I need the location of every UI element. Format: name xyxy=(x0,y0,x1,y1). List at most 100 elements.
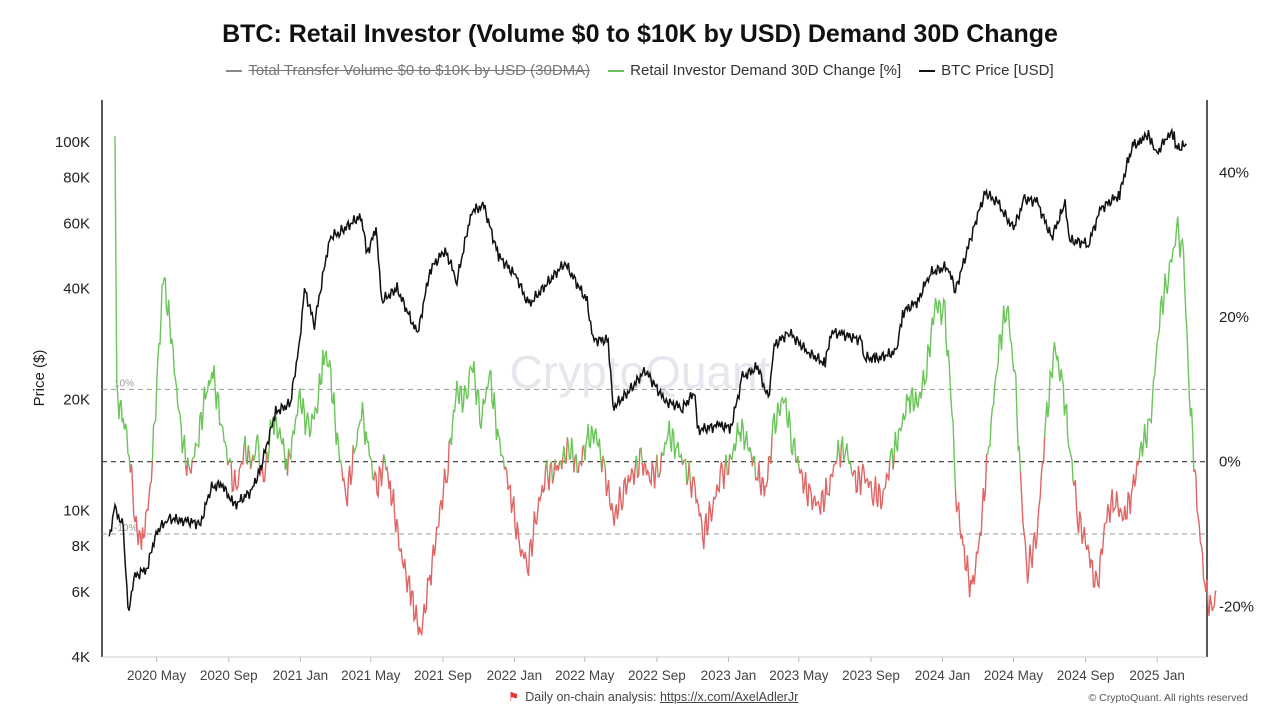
demand-segment-39 xyxy=(573,457,576,473)
demand-segment-8 xyxy=(228,457,232,464)
y-right-tick-label-0: 40% xyxy=(1219,164,1249,181)
demand-segment-45 xyxy=(601,455,604,473)
demand-segment-12 xyxy=(247,445,252,470)
y-left-tick-label-3: 10K xyxy=(63,502,90,519)
demand-segment-54 xyxy=(660,420,684,465)
demand-segment-59 xyxy=(689,454,727,550)
flag-icon: ⚑ xyxy=(508,690,520,704)
y-right-tick-label-1: 20% xyxy=(1219,309,1249,326)
demand-segment-13 xyxy=(249,454,254,470)
demand-segment-24 xyxy=(383,454,387,471)
demand-segment-74 xyxy=(840,436,850,465)
demand-segment-0 xyxy=(114,136,131,473)
demand-segment-47 xyxy=(604,455,638,527)
demand-segment-21 xyxy=(341,445,354,507)
legend-item-retail-demand[interactable]: Retail Investor Demand 30D Change [%] xyxy=(608,62,901,79)
demand-segment-49 xyxy=(636,448,641,479)
x-tick-label-9: 2023 May xyxy=(769,668,829,683)
reference-label-0: 10% xyxy=(114,378,134,389)
x-tick-label-10: 2023 Sep xyxy=(842,668,900,683)
demand-segment-60 xyxy=(725,454,728,475)
x-tick-label-7: 2022 Sep xyxy=(628,668,686,683)
y-left-tick-label-7: 80K xyxy=(63,170,90,187)
y-right-tick-label-3: -20% xyxy=(1219,598,1254,615)
x-tick-label-0: 2020 May xyxy=(127,668,187,683)
demand-segment-84 xyxy=(1043,342,1074,482)
y-left-tick-label-1: 6K xyxy=(72,584,90,601)
legend-item-transfer-volume[interactable]: Total Transfer Volume $0 to $10K by USD … xyxy=(226,62,590,79)
demand-segment-64 xyxy=(753,455,757,481)
footer-link[interactable]: https://x.com/AxelAdlerJr xyxy=(660,690,799,704)
demand-segment-83 xyxy=(1019,436,1046,584)
demand-segment-56 xyxy=(684,458,688,486)
demand-segment-2 xyxy=(151,277,187,466)
legend-label-retail-demand: Retail Investor Demand 30D Change [%] xyxy=(630,62,902,79)
demand-segment-72 xyxy=(836,439,841,468)
demand-segment-37 xyxy=(564,437,568,464)
chart-title: BTC: Retail Investor (Volume $0 to $10K … xyxy=(222,20,1058,48)
y-left-tick-label-2: 8K xyxy=(72,538,90,555)
demand-segment-26 xyxy=(448,361,506,470)
demand-segment-80 xyxy=(893,296,957,489)
demand-segment-6 xyxy=(191,365,229,466)
demand-segment-9 xyxy=(230,446,245,493)
demand-segment-3 xyxy=(184,457,189,476)
demand-segment-79 xyxy=(892,454,895,470)
y-left-tick-label-4: 20K xyxy=(63,391,90,408)
demand-segment-14 xyxy=(252,434,261,477)
demand-segment-61 xyxy=(727,453,731,476)
x-tick-label-4: 2021 Sep xyxy=(414,668,472,683)
demand-segment-43 xyxy=(579,446,584,468)
demand-segment-73 xyxy=(839,444,843,468)
demand-segment-10 xyxy=(243,435,248,465)
demand-segment-23 xyxy=(372,454,385,499)
btc-price-line xyxy=(108,127,1188,611)
y-left-tick-label-8: 100K xyxy=(55,134,90,151)
demand-segment-65 xyxy=(754,456,770,497)
demand-segment-15 xyxy=(259,451,268,483)
demand-segment-19 xyxy=(286,448,290,476)
demand-segment-77 xyxy=(850,459,891,510)
demand-segment-62 xyxy=(728,418,753,467)
watermark: CryptoQuant xyxy=(510,346,771,398)
legend-swatch-btc-price xyxy=(919,69,936,72)
demand-segment-82 xyxy=(986,305,1022,473)
demand-segment-35 xyxy=(561,457,564,470)
x-tick-label-14: 2025 Jan xyxy=(1129,668,1185,683)
demand-segment-52 xyxy=(656,454,659,478)
x-tick-label-3: 2021 May xyxy=(341,668,401,683)
demand-segment-22 xyxy=(352,402,374,479)
demand-segment-46 xyxy=(602,455,606,469)
legend-swatch-retail-demand xyxy=(608,69,625,72)
x-tick-label-8: 2023 Jan xyxy=(701,668,757,683)
legend-item-btc-price[interactable]: BTC Price [USD] xyxy=(919,62,1054,79)
demand-segment-87 xyxy=(1193,468,1217,616)
demand-segment-50 xyxy=(639,447,643,464)
demand-segment-71 xyxy=(798,459,838,515)
demand-segment-53 xyxy=(657,451,663,478)
demand-segment-55 xyxy=(681,459,686,466)
demand-segment-51 xyxy=(641,454,658,489)
legend-label-transfer-volume: Total Transfer Volume $0 to $10K by USD … xyxy=(248,62,591,79)
y-left-tick-label-5: 40K xyxy=(63,281,90,298)
demand-segment-1 xyxy=(129,460,154,550)
demand-segment-44 xyxy=(582,423,603,473)
demand-segment-68 xyxy=(771,396,798,464)
demand-segment-41 xyxy=(576,460,581,474)
x-tick-label-13: 2024 Sep xyxy=(1057,668,1115,683)
y-left-tick-label-6: 60K xyxy=(63,216,90,233)
demand-segment-28 xyxy=(546,460,549,478)
y-right-tick-label-2: 0% xyxy=(1219,454,1241,471)
x-tick-label-6: 2022 May xyxy=(555,668,615,683)
legend-label-btc-price: BTC Price [USD] xyxy=(941,62,1054,79)
demand-segment-31 xyxy=(551,459,556,484)
footer-analysis: ⚑ Daily on-chain analysis: https://x.com/… xyxy=(508,689,798,704)
y-left-tick-label-0: 4K xyxy=(72,649,90,666)
x-tick-label-2: 2021 Jan xyxy=(273,668,329,683)
demand-segment-86 xyxy=(1138,216,1195,472)
demand-segment-58 xyxy=(688,460,691,482)
y-left-axis-label: Price ($) xyxy=(31,350,48,407)
demand-segment-70 xyxy=(797,456,800,469)
demand-segment-40 xyxy=(574,453,578,473)
